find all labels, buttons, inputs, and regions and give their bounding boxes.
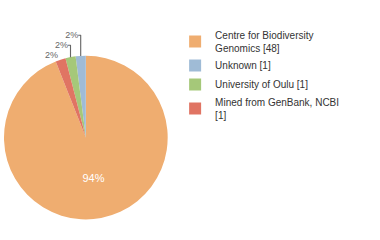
svg-text:2%: 2% bbox=[65, 30, 78, 40]
svg-text:2%: 2% bbox=[45, 50, 58, 60]
svg-text:94%: 94% bbox=[82, 172, 104, 184]
svg-text:Mined from GenBank, NCBI[1]: Mined from GenBank, NCBI[1] bbox=[215, 97, 339, 121]
svg-text:2%: 2% bbox=[55, 40, 68, 50]
svg-text:University of Oulu [1]: University of Oulu [1] bbox=[215, 79, 308, 90]
svg-text:Centre for BiodiversityGenomic: Centre for BiodiversityGenomics [48] bbox=[215, 30, 313, 54]
svg-text:Unknown [1]: Unknown [1] bbox=[215, 60, 271, 71]
